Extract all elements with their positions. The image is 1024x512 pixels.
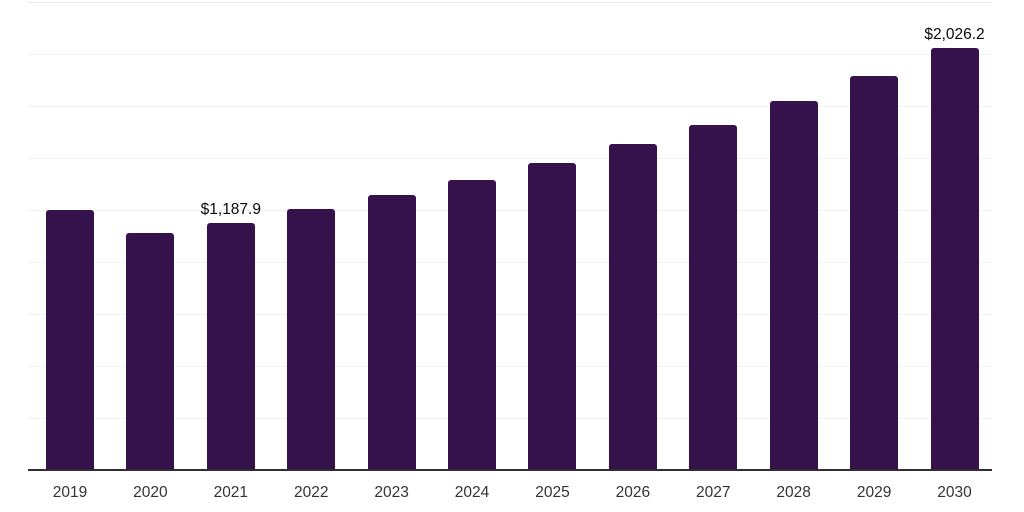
bar-2029 <box>850 75 899 470</box>
value-label-2021: $1,187.9 <box>200 200 261 218</box>
x-axis-label-2023: 2023 <box>374 484 409 501</box>
x-axis-label-2028: 2028 <box>776 484 811 501</box>
x-axis-line <box>28 469 992 471</box>
x-axis-label-2030: 2030 <box>937 484 972 501</box>
bar-2028 <box>769 100 818 470</box>
x-axis-label-2025: 2025 <box>535 484 570 501</box>
gridline-1250 <box>28 209 992 211</box>
gridline-2250 <box>28 1 992 3</box>
bar-2030 <box>930 48 979 470</box>
x-axis-label-2022: 2022 <box>293 484 329 501</box>
x-axis-label-2019: 2019 <box>52 484 88 501</box>
x-axis-label-2029: 2029 <box>856 484 892 501</box>
bar-2025 <box>528 163 577 470</box>
x-axis-label-2024: 2024 <box>454 484 490 501</box>
bar-2026 <box>608 144 657 470</box>
x-axis-label-2027: 2027 <box>696 484 731 501</box>
bar-2022 <box>287 208 336 470</box>
bar-2020 <box>126 232 175 470</box>
gridline-500 <box>28 365 992 367</box>
gridline-1750 <box>28 105 992 107</box>
value-label-2030: $2,026.2 <box>924 26 985 44</box>
bar-2024 <box>448 179 497 470</box>
gridline-250 <box>28 417 992 419</box>
bar-2023 <box>367 194 416 470</box>
gridline-1500 <box>28 157 992 159</box>
x-axis-label-2026: 2026 <box>615 484 651 501</box>
gridline-750 <box>28 313 992 315</box>
bar-2021 <box>206 222 255 470</box>
bar-2027 <box>689 124 738 470</box>
gridline-1000 <box>28 261 992 263</box>
x-axis-label-2021: 2021 <box>213 484 249 501</box>
x-axis-label-2020: 2020 <box>133 484 168 501</box>
gridline-2000 <box>28 53 992 55</box>
bar-2019 <box>46 209 94 470</box>
